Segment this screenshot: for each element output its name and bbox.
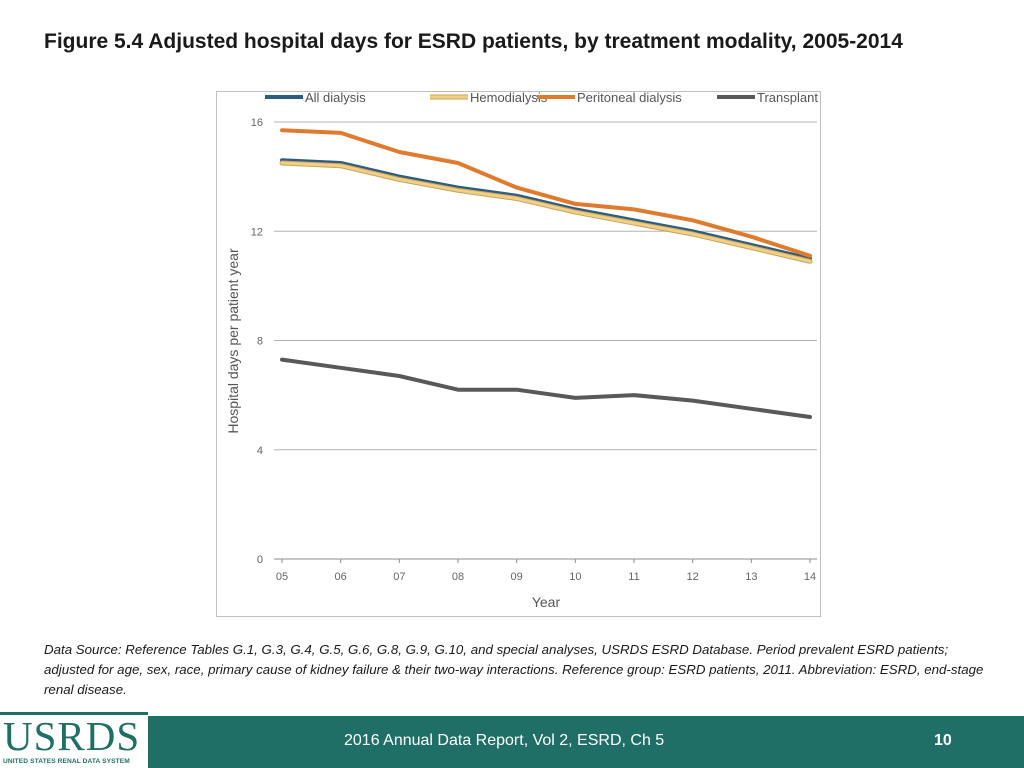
x-tick-label: 11 [628, 571, 639, 583]
legend-label-hemodialysis: Hemodialysis [470, 92, 548, 105]
footer-bar [0, 716, 1024, 768]
usrds-logo: USRDS UNITED STATES RENAL DATA SYSTEM [0, 712, 148, 768]
y-tick-label: 8 [257, 336, 263, 348]
page-number: 10 [934, 732, 952, 749]
x-tick-label: 14 [804, 571, 816, 583]
chart-legend: All dialysis Hemodialysis Peritoneal dialy… [265, 92, 818, 105]
page-title: Figure 5.4 Adjusted hospital days for ES… [44, 30, 903, 53]
footer-report-label: 2016 Annual Data Report, Vol 2, ESRD, Ch… [344, 732, 665, 749]
y-axis-label: Hospital days per patient year [225, 248, 241, 434]
x-tick-label: 06 [335, 571, 347, 583]
y-tick-label: 0 [257, 554, 263, 566]
x-tick-label: 10 [569, 571, 581, 583]
x-tick-label: 08 [452, 571, 464, 583]
series-line-outline-hemodialysis [279, 160, 813, 264]
data-source-note: Data Source: Reference Tables G.1, G.3, … [44, 642, 984, 697]
series-lines [279, 128, 813, 419]
y-tick-label: 4 [257, 445, 263, 457]
legend-label-all-dialysis: All dialysis [305, 92, 366, 105]
legend-label-peritoneal-dialysis: Peritoneal dialysis [577, 92, 682, 105]
logo-subtitle: UNITED STATES RENAL DATA SYSTEM [3, 758, 130, 765]
x-axis-label: Year [532, 594, 561, 610]
y-tick-label: 16 [251, 117, 263, 129]
x-tick-label: 05 [276, 571, 288, 583]
line-chart: 0 4 8 12 16 05 06 07 08 09 10 11 12 13 14 Year Hospital … [225, 92, 818, 610]
y-tick-label: 12 [251, 226, 263, 238]
series-line-hemodialysis [280, 161, 812, 263]
x-tick-label: 09 [511, 571, 523, 583]
series-line-all-dialysis [280, 158, 812, 261]
series-line-transplant [280, 357, 812, 419]
gridlines [274, 121, 817, 560]
logo-wordmark: USRDS [3, 713, 141, 759]
axes: 0 4 8 12 16 05 06 07 08 09 10 11 12 13 14 Year Hospital … [225, 117, 816, 610]
series-line-peritoneal-dialysis [280, 128, 812, 258]
x-tick-label: 13 [745, 571, 757, 583]
x-tick-label: 07 [393, 571, 405, 583]
x-tick-label: 12 [687, 571, 699, 583]
legend-label-transplant: Transplant [757, 92, 818, 105]
chart-container: 0 4 8 12 16 05 06 07 08 09 10 11 12 13 14 Year Hospital … [216, 91, 821, 617]
